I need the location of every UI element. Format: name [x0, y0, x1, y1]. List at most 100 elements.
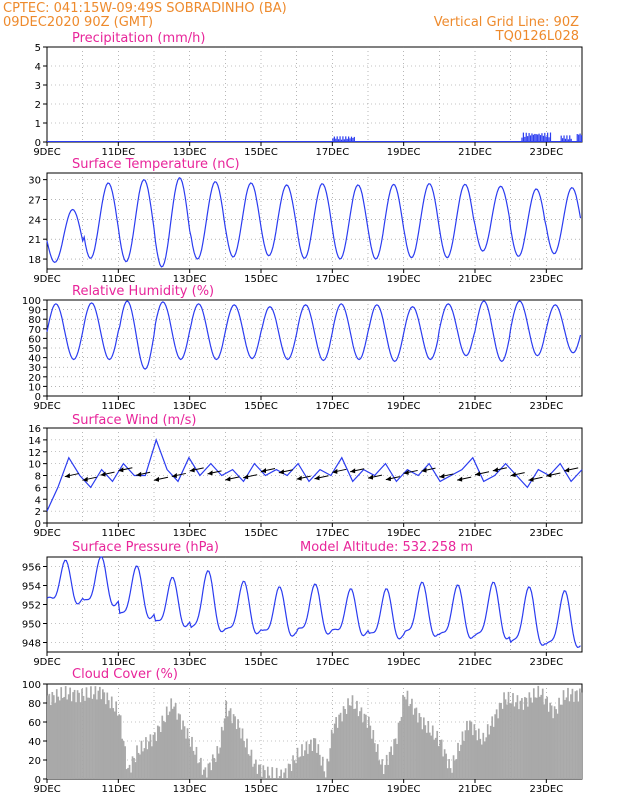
- y-tick-label: 6: [35, 483, 41, 494]
- x-tick-label: 23DEC: [529, 657, 563, 668]
- cloud-bar: [211, 754, 214, 779]
- cloud-bar: [449, 768, 452, 779]
- precip-bar: [335, 138, 337, 142]
- cloud-bar: [574, 691, 577, 779]
- cloud-bar: [63, 696, 66, 779]
- wind-arrow: [492, 467, 507, 473]
- cloud-bar: [540, 694, 543, 779]
- x-tick-label: 17DEC: [315, 401, 349, 412]
- plot-frame: [46, 172, 583, 270]
- y-tick-label: 16: [28, 424, 41, 435]
- cloud-bar: [436, 730, 439, 779]
- cloud-bar: [406, 690, 409, 779]
- precip-bar: [345, 136, 347, 142]
- cloud-bar: [402, 694, 404, 779]
- y-tick-label: 5: [35, 43, 41, 54]
- x-tick-label: 9DEC: [33, 274, 60, 285]
- cloud-bar: [387, 764, 390, 779]
- x-tick-label: 15DEC: [244, 784, 278, 795]
- wind-arrow: [189, 467, 204, 473]
- cloud-bar: [425, 732, 428, 779]
- header-date-line: 09DEC2020 90Z (GMT): [3, 15, 153, 30]
- cloud-bar: [504, 699, 507, 779]
- cloud-bar: [140, 740, 143, 779]
- cloud-bar: [457, 742, 459, 779]
- cloud-bar: [60, 687, 63, 779]
- cloud-bar: [391, 754, 394, 779]
- cloud-bar: [452, 755, 455, 779]
- cloud-bar: [561, 704, 563, 779]
- x-tick-label: 15DEC: [244, 401, 278, 412]
- cloud-bar: [231, 723, 233, 779]
- cloud-bar: [345, 713, 348, 779]
- cloud-bar: [565, 697, 568, 779]
- precip-bar: [576, 134, 578, 142]
- cloud-bar: [84, 700, 86, 779]
- cloud-bar: [519, 700, 522, 779]
- cloud-bar: [235, 729, 238, 779]
- cloud-bar: [259, 764, 262, 779]
- cloud-bar: [290, 771, 293, 779]
- precip-bar: [542, 135, 544, 142]
- panel-temperature: Surface Temperature (nC) 18 21 24 27 30 9DEC 1…: [28, 157, 583, 285]
- cloud-bar: [69, 687, 71, 779]
- precip-bar: [531, 133, 533, 142]
- y-tick-label: 50: [28, 344, 41, 355]
- cloud-bar: [564, 699, 566, 779]
- cloud-bar: [330, 729, 333, 779]
- x-tick-label: 19DEC: [387, 274, 421, 285]
- cloud-bar: [495, 709, 498, 779]
- y-tick-label: 24: [28, 215, 41, 226]
- cloud-bar: [115, 701, 118, 779]
- cloud-bar: [525, 697, 528, 779]
- wind-arrow: [528, 476, 543, 482]
- cloud-bar: [246, 738, 248, 779]
- cloud-bar: [145, 737, 147, 779]
- y-tick-label: 80: [28, 315, 41, 326]
- cloud-bar: [332, 733, 335, 779]
- cloud-bar: [327, 761, 330, 779]
- header-grid-line-note: Vertical Grid Line: 90Z: [434, 15, 579, 30]
- cloud-bar: [229, 708, 232, 779]
- cloud-bar: [385, 754, 388, 779]
- cloud-bar: [186, 728, 189, 779]
- y-tick-label: 100: [22, 296, 41, 307]
- cloud-bar: [463, 740, 465, 779]
- cloud-bar: [373, 743, 376, 779]
- x-tick-label: 11DEC: [101, 784, 135, 795]
- precip-bar: [532, 134, 534, 142]
- precip-bar: [333, 136, 335, 142]
- cloud-bar: [88, 697, 91, 779]
- cloud-bar: [284, 768, 287, 779]
- y-tick-label: 0: [35, 392, 41, 403]
- cloud-bar: [225, 700, 228, 779]
- cloud-bar: [537, 685, 540, 779]
- cloud-bar: [381, 759, 384, 779]
- cloud-bar: [164, 722, 167, 779]
- y-tick-label: 40: [28, 354, 41, 365]
- series-line: [46, 177, 582, 268]
- cloud-bar: [302, 755, 305, 779]
- panel-title: Surface Wind (m/s): [72, 413, 196, 428]
- cloud-bar: [155, 741, 158, 779]
- cloud-bar: [342, 706, 345, 779]
- cloud-bar: [278, 776, 281, 779]
- cloud-bar: [378, 760, 381, 779]
- wind-arrow: [350, 468, 365, 474]
- cloud-bar: [516, 695, 519, 779]
- cloud-bar: [359, 711, 361, 779]
- precip-bar: [340, 139, 343, 142]
- wind-arrow: [278, 469, 293, 475]
- precip-bar: [350, 136, 353, 142]
- cloud-bar: [472, 735, 474, 779]
- precip-bar: [560, 135, 562, 142]
- cloud-bar: [397, 722, 400, 779]
- x-tick-label: 19DEC: [387, 784, 421, 795]
- y-tick-label: 3: [35, 81, 41, 92]
- precip-bar: [332, 138, 334, 142]
- cloud-bar: [308, 744, 311, 779]
- cloud-bar: [133, 757, 135, 779]
- cloud-bar: [240, 738, 242, 779]
- cloud-bar: [194, 754, 196, 779]
- cloud-bar: [414, 708, 416, 779]
